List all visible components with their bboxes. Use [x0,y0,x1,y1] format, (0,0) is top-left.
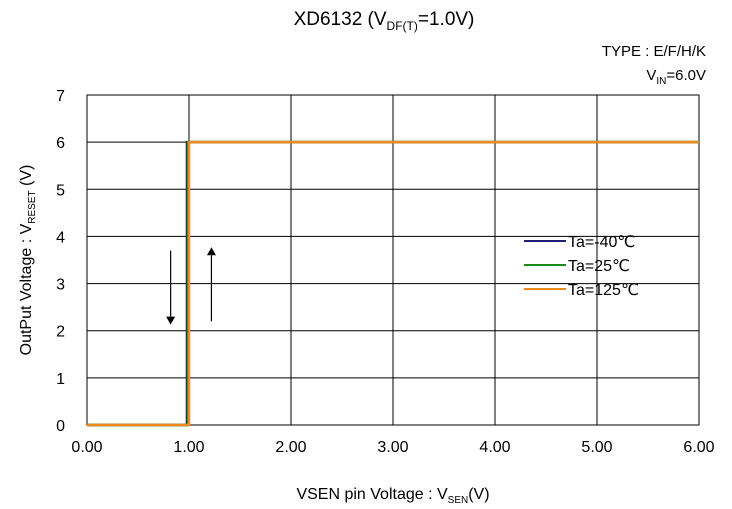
y-tick-label: 7 [56,88,65,105]
y-tick-label: 3 [56,277,65,294]
series-line [87,140,699,427]
series-lines [87,140,699,427]
chart-title: XD6132 (VDF(T)=1.0V) [294,9,475,33]
y-tick-label: 5 [56,182,65,199]
x-tick-label: 3.00 [377,439,408,456]
y-tick-labels: 0 1 2 3 4 5 6 7 [56,88,65,435]
y-tick-label: 4 [56,229,65,246]
y-tick-label: 6 [56,135,65,152]
legend: Ta=-40℃ Ta=25℃ Ta=125℃ [524,234,639,299]
y-tick-label: 2 [56,324,65,341]
vin-annotation: VIN=6.0V [646,67,706,87]
arrow-head [206,247,216,256]
x-tick-label: 1.00 [173,439,204,456]
x-axis-label: VSEN pin Voltage : VSEN(V) [296,486,489,506]
legend-label: Ta=25℃ [568,258,630,275]
y-axis-label: OutPut Voltage : VRESET (V) [18,165,38,356]
x-tick-labels: 0.00 1.00 2.00 3.00 4.00 5.00 6.00 [71,439,714,456]
y-tick-label: 1 [56,371,65,388]
x-tick-label: 0.00 [71,439,102,456]
x-tick-label: 5.00 [581,439,612,456]
x-tick-label: 4.00 [479,439,510,456]
x-tick-label: 2.00 [275,439,306,456]
type-annotation: TYPE : E/F/H/K [602,43,706,60]
x-tick-label: 6.00 [683,439,714,456]
hysteresis-arrows [166,247,216,325]
arrow-head [166,316,176,325]
legend-label: Ta=-40℃ [568,234,635,251]
y-tick-label: 0 [56,418,65,435]
legend-label: Ta=125℃ [568,282,639,299]
